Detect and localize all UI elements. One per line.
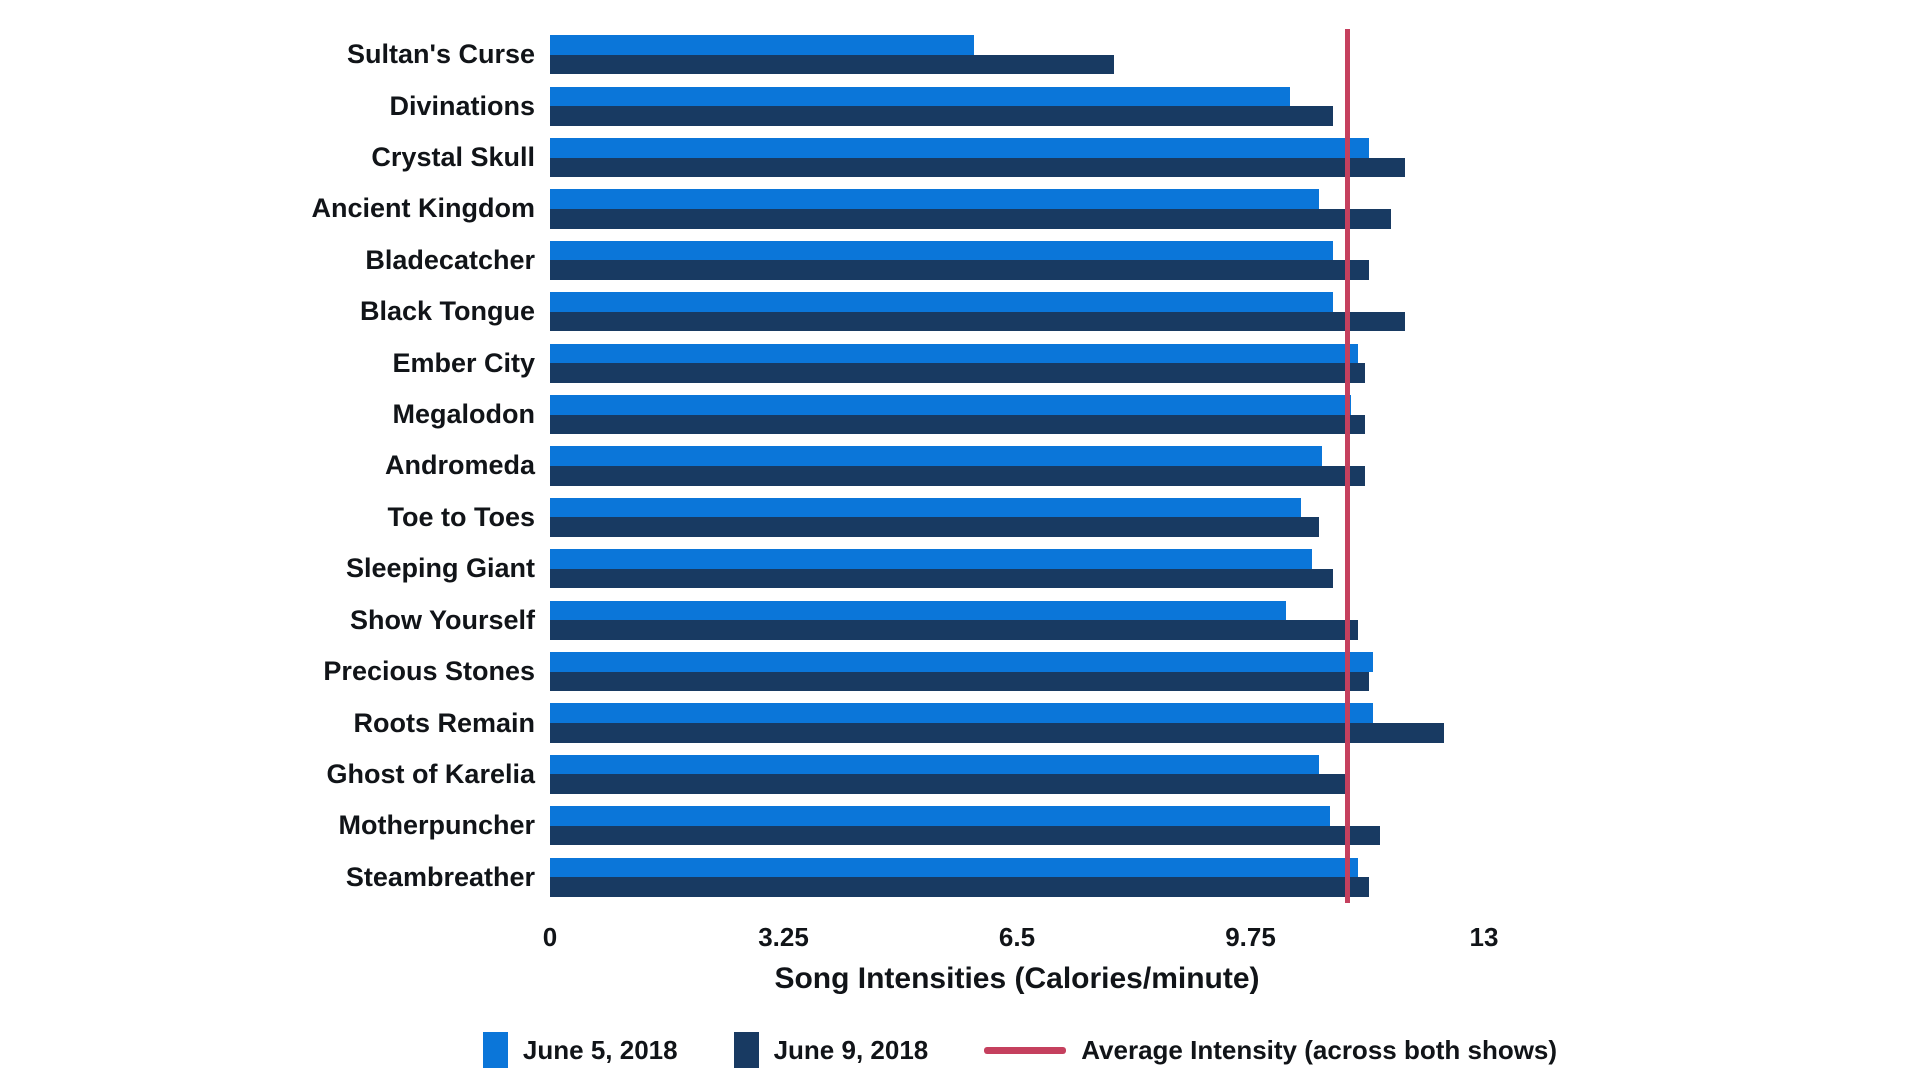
x-tick-label: 0 [542,922,558,952]
bar-june5 [550,754,1319,775]
x-tick-label: 13 [1469,922,1499,952]
bar-june5 [550,549,1312,569]
x-tick-label: 3.25 [758,922,809,952]
category-label: Ancient Kingdom [311,193,536,224]
bar-june9 [550,877,1370,897]
june9-swatch [733,1032,759,1068]
category-label: Toe to Toes [387,501,536,532]
bar-june5 [550,857,1359,878]
bar-june5 [550,240,1334,261]
bar-june5 [550,394,1352,415]
category-label: Black Tongue [359,296,535,327]
bar-june5 [550,292,1334,312]
bar-june5 [550,600,1287,621]
june9-label: June 9, 2018 [773,1034,929,1065]
legend: June 5, 2018 June 9, 2018 Average Intens… [420,1024,1620,1076]
category-label: Divinations [389,90,535,121]
bar-june9 [550,157,1405,178]
category-axis: Sultan's Curse Divinations Crystal Skull An… [0,29,536,903]
category-label: Roots Remain [353,707,535,738]
average-label: Average Intensity (across both shows) [1081,1034,1558,1065]
x-axis-title: Song Intensities (Calories/minute) [774,962,1260,995]
bar-june9 [550,54,1114,75]
bar-june9 [550,723,1445,743]
bar-june9 [550,517,1319,537]
category-label: Ghost of Karelia [326,758,535,789]
legend-item-june5: June 5, 2018 [482,1032,678,1068]
bar-june5 [550,137,1370,158]
bar-june9 [550,260,1370,280]
bar-june5 [550,446,1323,466]
bar-june9 [550,414,1366,435]
category-label: Sleeping Giant [345,553,535,584]
bar-june5 [550,652,1373,672]
bar-june5 [550,35,974,55]
bar-june9 [550,106,1334,126]
category-label: Show Yourself [349,604,535,635]
plot-area [550,29,1484,903]
bar-june9 [550,774,1348,795]
category-label: Megalodon [392,399,536,430]
june5-label: June 5, 2018 [522,1034,678,1065]
bar-june5 [550,86,1290,107]
bar-june5 [550,806,1330,826]
x-axis: 0 3.25 6.5 9.75 13 [543,922,1499,958]
bar-june9 [550,311,1405,332]
category-label: Motherpuncher [338,810,535,841]
average-line-swatch [984,1046,1067,1054]
bar-june9 [550,671,1370,692]
category-label: Steambreather [345,861,535,892]
bar-june9 [550,825,1380,846]
legend-item-june9: June 9, 2018 [733,1032,929,1068]
category-label: Ember City [392,347,535,378]
category-label: Crystal Skull [371,142,535,173]
bar-june5 [550,343,1359,364]
bar-june5 [550,703,1373,724]
x-tick-label: 9.75 [1225,922,1276,952]
bar-june9 [550,363,1366,383]
legend-item-average: Average Intensity (across both shows) [984,1035,1557,1066]
category-label: Andromeda [384,450,535,481]
bar-june9 [550,568,1334,589]
bar-june9 [550,208,1391,229]
june5-swatch [482,1032,508,1068]
bar-june5 [550,189,1319,209]
bar-june9 [550,620,1359,640]
average-intensity-line [1344,29,1350,903]
bar-june5 [550,497,1301,518]
category-label: Precious Stones [323,656,535,687]
category-label: Sultan's Curse [347,39,535,70]
category-label: Bladecatcher [365,244,535,275]
bar-june9 [550,466,1366,486]
x-tick-label: 6.5 [998,922,1036,952]
